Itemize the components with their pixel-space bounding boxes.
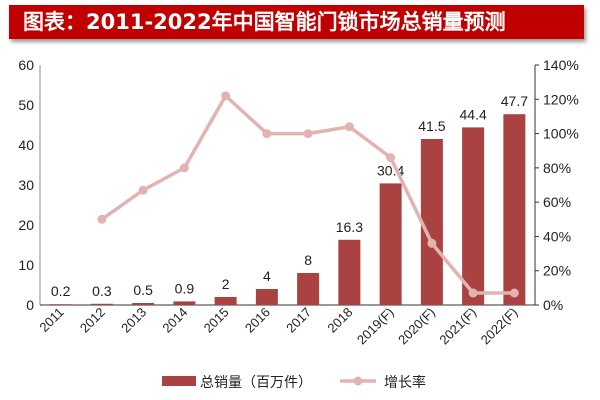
bar-data-label: 8 — [304, 252, 312, 268]
x-tick-label: 2017 — [283, 305, 314, 336]
legend-line-label: 增长率 — [384, 374, 426, 390]
legend-bar-label: 总销量（百万件） — [200, 374, 312, 390]
growth-rate-point — [262, 129, 272, 139]
growth-rate-point — [221, 91, 231, 101]
bar-data-label: 0.9 — [175, 280, 195, 296]
bar-data-label: 0.5 — [133, 282, 153, 298]
y-tick-label: 0 — [26, 297, 34, 313]
y-tick-label: 50 — [18, 97, 34, 113]
growth-rate-point — [179, 163, 189, 173]
legend-bar-swatch — [162, 376, 196, 386]
bar — [420, 139, 443, 305]
y-tick-label: 30 — [18, 177, 34, 193]
bar-data-label: 0.3 — [92, 283, 112, 299]
x-tick-label: 2014 — [159, 305, 190, 336]
x-tick-label: 2015 — [201, 305, 232, 336]
legend-line-marker — [353, 376, 363, 386]
bar — [503, 114, 526, 305]
bar-data-label: 44.4 — [460, 106, 487, 122]
growth-rate-point — [509, 288, 519, 298]
y2-tick-label: 60% — [543, 194, 571, 210]
growth-rate-point — [344, 122, 354, 132]
bar-data-label: 4 — [263, 268, 271, 284]
y2-tick-label: 120% — [543, 91, 579, 107]
chart-title: 图表：2011-2022年中国智能门锁市场总销量预测 — [9, 5, 584, 39]
y2-tick-label: 40% — [543, 228, 571, 244]
bar-data-label: 2 — [222, 276, 230, 292]
bar — [338, 239, 361, 305]
y-tick-label: 20 — [18, 217, 34, 233]
y2-tick-label: 20% — [543, 263, 571, 279]
bar — [379, 183, 402, 305]
growth-rate-point — [303, 129, 313, 139]
growth-rate-point — [468, 288, 478, 298]
bar-data-label: 16.3 — [336, 219, 363, 235]
x-tick-label: 2020(F) — [395, 305, 438, 348]
y-tick-label: 40 — [18, 137, 34, 153]
bar — [255, 289, 278, 305]
x-tick-label: 2011 — [36, 305, 66, 335]
bar — [297, 273, 320, 305]
x-tick-label: 2013 — [118, 305, 149, 336]
x-tick-label: 2018 — [324, 305, 355, 336]
bar-data-label: 0.2 — [51, 283, 71, 299]
growth-rate-point — [427, 238, 437, 248]
bar — [132, 303, 155, 305]
bar-data-label: 47.7 — [501, 93, 528, 109]
bar — [173, 301, 196, 305]
y2-tick-label: 140% — [543, 57, 579, 73]
y2-tick-label: 0% — [543, 297, 563, 313]
bar — [462, 127, 485, 306]
x-tick-label: 2012 — [77, 305, 108, 336]
growth-rate-point — [386, 153, 396, 163]
y2-tick-label: 100% — [543, 126, 579, 142]
y2-tick-label: 80% — [543, 160, 571, 176]
bar — [214, 297, 237, 305]
y-tick-label: 10 — [18, 257, 34, 273]
x-tick-label: 2019(F) — [354, 305, 397, 348]
growth-rate-point — [138, 185, 148, 195]
bar — [90, 303, 113, 305]
growth-rate-point — [97, 214, 107, 224]
x-tick-label: 2021(F) — [436, 305, 479, 348]
x-tick-label: 2022(F) — [478, 305, 521, 348]
x-tick-label: 2016 — [242, 305, 273, 336]
bar-data-label: 41.5 — [418, 118, 445, 134]
bar — [49, 304, 72, 305]
y-tick-label: 60 — [18, 57, 34, 73]
